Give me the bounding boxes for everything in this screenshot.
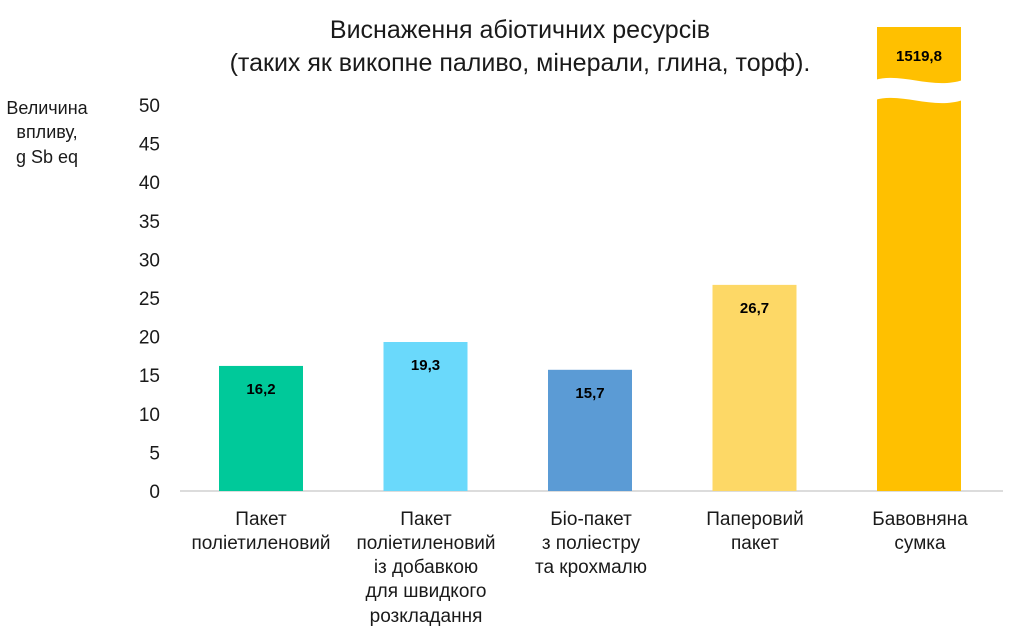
data-label-3: 26,7 — [740, 300, 769, 317]
category-2-line-2: з поліестру — [541, 533, 641, 555]
bar-0 — [219, 365, 303, 491]
y-tick-label-3: 15 — [139, 366, 160, 387]
chart-title: Виснаження абіотичних ресурсів (таких як… — [160, 14, 880, 80]
category-3-line-1: Паперовий — [706, 509, 804, 530]
data-label-1: 19,3 — [411, 357, 440, 374]
bar-1 — [383, 342, 468, 491]
bar-4 — [877, 27, 961, 491]
y-tick-label-10: 50 — [139, 96, 160, 117]
bar-3 — [712, 284, 797, 491]
category-label-4: Бавовняна сумка — [845, 508, 995, 556]
y-tick-label-2: 10 — [139, 405, 160, 426]
data-label-0: 16,2 — [246, 381, 275, 398]
bar-2 — [548, 369, 632, 491]
category-1-line-2: поліетиленовий — [356, 533, 496, 555]
y-tick-label-1: 5 — [149, 443, 160, 464]
category-3-line-2: пакет — [730, 533, 780, 555]
y-tick-label-0: 0 — [149, 482, 160, 503]
y-tick-label-4: 20 — [139, 328, 160, 349]
category-0-line-1: Пакет — [235, 509, 287, 530]
y-tick-labels: 0 5 10 15 20 25 30 35 40 45 50 — [139, 96, 160, 503]
category-label-1: Пакет поліетиленовий із добавкою для шви… — [351, 508, 501, 629]
y-tick-label-6: 30 — [139, 250, 160, 271]
category-4-line-1: Бавовняна — [872, 509, 968, 530]
category-1-line-4: для швидкого — [365, 581, 487, 603]
category-0-line-2: поліетиленовий — [191, 533, 331, 555]
category-1-line-5: розкладання — [369, 605, 483, 627]
category-label-2: Біо-пакет з поліестру та крохмалю — [516, 508, 666, 580]
data-labels: 16,2 19,3 15,7 26,7 1519,8 — [246, 48, 942, 402]
category-label-0: Пакет поліетиленовий — [186, 508, 336, 556]
category-4-line-2: сумка — [894, 533, 946, 555]
y-tick-label-8: 40 — [139, 173, 160, 194]
axis-break-mark — [875, 77, 963, 104]
bars — [219, 27, 963, 491]
y-tick-label-5: 25 — [139, 289, 160, 310]
y-axis-label-line-3: g Sb eq — [15, 146, 79, 167]
y-axis-label-line-2: впливу, — [16, 122, 78, 143]
category-2-line-1: Біо-пакет — [550, 509, 632, 530]
data-label-2: 15,7 — [575, 385, 604, 402]
category-1-line-1: Пакет — [400, 509, 452, 530]
y-tick-label-9: 45 — [139, 135, 160, 156]
category-2-line-3: та крохмалю — [534, 557, 648, 579]
chart-title-line-1: Виснаження абіотичних ресурсів — [329, 16, 711, 44]
y-tick-label-7: 35 — [139, 212, 160, 233]
category-1-line-3: із добавкою — [373, 557, 479, 579]
category-label-3: Паперовий пакет — [680, 508, 830, 556]
chart-title-line-2: (таких як викопне паливо, мінерали, глин… — [229, 49, 811, 77]
data-label-4: 1519,8 — [896, 48, 942, 65]
y-axis-label-line-1: Величина — [6, 98, 88, 118]
y-axis-label: Величина впливу, g Sb eq — [4, 96, 90, 169]
